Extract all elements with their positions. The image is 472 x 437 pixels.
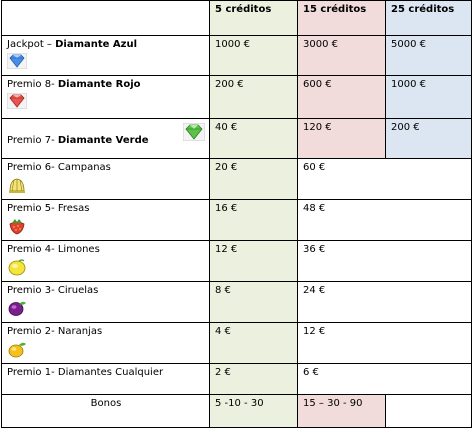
prize-label-cell: Premio 2- Naranjas: [1, 322, 210, 364]
blue-diamond-icon: [7, 53, 27, 69]
prize-label-cell: Premio 8- Diamante Rojo: [1, 75, 210, 119]
header-empty-cell: [1, 0, 210, 36]
header-25-creditos: 25 créditos: [385, 0, 472, 36]
value-5: 200 €: [209, 75, 298, 119]
prize-label-cell: Premio 1- Diamantes Cualquier: [1, 363, 210, 395]
table-row: Premio 1- Diamantes Cualquier 2 € 6 €: [1, 363, 472, 395]
prize-label: Premio 1- Diamantes Cualquier: [7, 367, 164, 378]
plum-icon: [7, 299, 27, 316]
prize-label-cell: Premio 7- Diamante Verde: [1, 118, 210, 159]
value-5: 12 €: [209, 240, 298, 282]
value-15: 600 €: [297, 75, 386, 119]
header-5-creditos: 5 créditos: [209, 0, 298, 36]
prize-label-bold: Diamante Verde: [57, 134, 149, 146]
value-5: 8 €: [209, 281, 298, 323]
value-15: 6 €: [297, 363, 472, 395]
red-diamond-icon: [7, 93, 27, 109]
bell-icon: [7, 176, 27, 193]
table-row: Premio 6- Campanas 20 € 60 €: [1, 158, 472, 200]
value-15: 36 €: [297, 240, 472, 282]
value-5: 1000 €: [209, 35, 298, 76]
value-15: 24 €: [297, 281, 472, 323]
table-row: Premio 8- Diamante Rojo 200 € 600 € 1000…: [1, 75, 472, 119]
table-row: Premio 3- Ciruelas 8 € 24 €: [1, 281, 472, 323]
prize-label-cell: Premio 3- Ciruelas: [1, 281, 210, 323]
value-5: 40 €: [209, 118, 298, 159]
prize-label-cell: Jackpot – Diamante Azul: [1, 35, 210, 76]
header-row: 5 créditos 15 créditos 25 créditos: [1, 0, 472, 36]
value-5: 2 €: [209, 363, 298, 395]
prize-label-bold: Diamante Azul: [55, 39, 138, 50]
bonus-value-15: 15 – 30 - 90: [297, 394, 386, 428]
prize-table: 5 créditos 15 créditos 25 créditos Jackp…: [1, 0, 472, 428]
header-15-creditos: 15 créditos: [297, 0, 386, 36]
prize-label: Premio 8-: [7, 79, 58, 90]
value-25: 1000 €: [385, 75, 472, 119]
bonus-row: Bonos 5 -10 - 30 15 – 30 - 90: [1, 394, 472, 428]
prize-label: Premio 6- Campanas: [7, 162, 111, 173]
prize-label-bold: Diamante Rojo: [57, 79, 141, 90]
value-25: 200 €: [385, 118, 472, 159]
table-row: Jackpot – Diamante Azul 1000 € 3000 € 50…: [1, 35, 472, 76]
value-15: 3000 €: [297, 35, 386, 76]
prize-label: Premio 5- Fresas: [7, 203, 90, 214]
prize-label: Premio 3- Ciruelas: [7, 285, 99, 296]
value-15: 60 €: [297, 158, 472, 200]
value-25: 5000 €: [385, 35, 472, 76]
prize-label: Premio 7-: [7, 134, 58, 146]
table-row: Premio 7- Diamante Verde 40 € 120 € 200 …: [1, 118, 472, 159]
prize-label-cell: Premio 5- Fresas: [1, 199, 210, 241]
bonus-label: Bonos: [1, 394, 210, 428]
strawberry-icon: [7, 217, 27, 235]
table-row: Premio 2- Naranjas 4 € 12 €: [1, 322, 472, 364]
bonus-value-25-empty: [385, 394, 472, 428]
prize-label-cell: Premio 4- Limones: [1, 240, 210, 282]
bonus-value-5: 5 -10 - 30: [209, 394, 298, 428]
value-5: 20 €: [209, 158, 298, 200]
prize-label: Premio 4- Limones: [7, 244, 100, 255]
value-15: 120 €: [297, 118, 386, 159]
value-5: 16 €: [209, 199, 298, 241]
prize-label: Jackpot –: [7, 39, 56, 50]
lemon-icon: [7, 258, 27, 276]
table-row: Premio 5- Fresas 16 € 48 €: [1, 199, 472, 241]
prize-label: Premio 2- Naranjas: [7, 326, 103, 337]
green-diamond-icon: [183, 123, 205, 141]
table-row: Premio 4- Limones 12 € 36 €: [1, 240, 472, 282]
value-15: 12 €: [297, 322, 472, 364]
orange-icon: [7, 340, 27, 358]
value-15: 48 €: [297, 199, 472, 241]
prize-label-cell: Premio 6- Campanas: [1, 158, 210, 200]
value-5: 4 €: [209, 322, 298, 364]
